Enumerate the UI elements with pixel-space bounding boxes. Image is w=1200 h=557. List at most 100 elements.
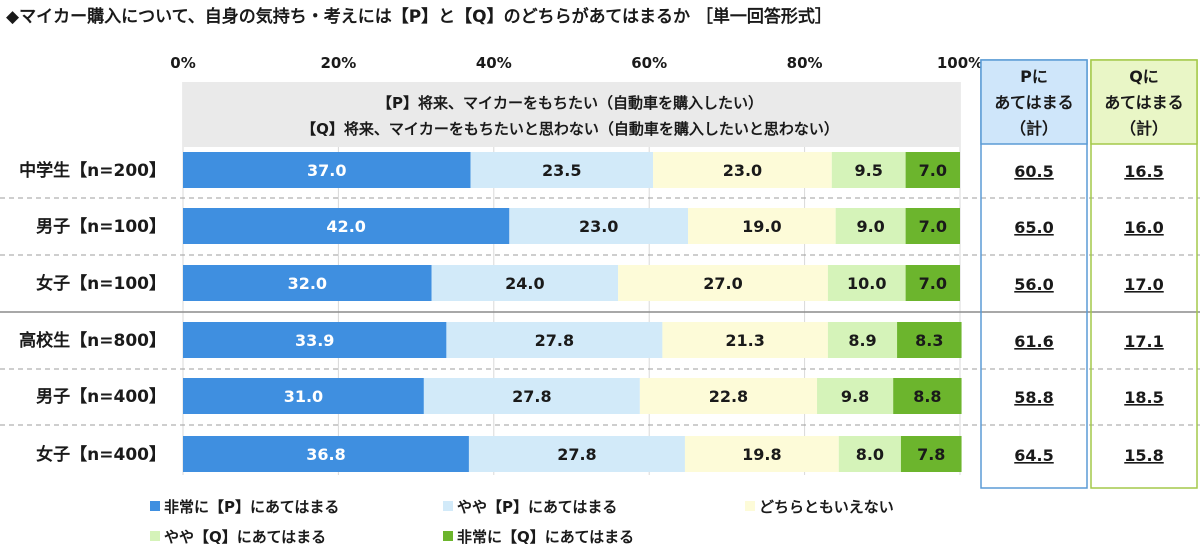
bar-value-label: 7.0 <box>919 274 947 293</box>
bar-segment <box>817 378 894 414</box>
legend-swatch <box>150 501 160 511</box>
bar-value-label: 27.8 <box>512 387 551 406</box>
x-tick-label: 100% <box>937 54 983 72</box>
legend-label: やや【Q】にあてはまる <box>164 528 326 546</box>
summary-header-text: あてはまる <box>994 93 1073 112</box>
summary-value: 17.1 <box>1124 332 1163 351</box>
summary-header-box <box>980 59 1088 145</box>
x-axis-ticks: 0% 20% 40% 60% 80% 100% <box>170 54 983 72</box>
bar-segment <box>183 265 432 301</box>
bar-value-label: 9.8 <box>841 387 869 406</box>
summary-header-text: あてはまる <box>1104 93 1183 112</box>
chart-title: ◆マイカー購入について、自身の気持ち・考えには【P】と【Q】のどちらがあてはまる… <box>6 7 832 27</box>
bar-segment <box>684 436 839 472</box>
legend: 非常に【P】にあてはまる やや【P】にあてはまる どちらともいえないやや【Q】にあて… <box>150 498 894 546</box>
bar-segment <box>183 152 471 188</box>
bar-segment <box>468 436 685 472</box>
bar-segment <box>653 152 832 188</box>
summary-value: 16.0 <box>1124 218 1163 237</box>
bar-segment <box>183 378 424 414</box>
bar-segment <box>431 265 619 301</box>
bar-segment <box>662 322 828 358</box>
category-label: 男子【n=100】 <box>36 216 166 237</box>
bar-value-label: 32.0 <box>288 274 327 293</box>
bar-segment <box>639 378 818 414</box>
bar-value-label: 19.0 <box>742 217 781 236</box>
bar-value-label: 22.8 <box>709 387 748 406</box>
bar-value-label: 23.0 <box>579 217 618 236</box>
bar-segment <box>618 265 828 301</box>
category-label: 高校生【n=800】 <box>19 330 166 351</box>
header-note-q: 【Q】将来、マイカーをもちたいと思わない（自動車を購入したいと思わない） <box>301 120 839 138</box>
bar-value-label: 8.9 <box>848 331 876 350</box>
category-label: 中学生【n=200】 <box>19 160 166 181</box>
bar-value-label: 10.0 <box>847 274 886 293</box>
bar-segment <box>183 436 469 472</box>
bar-segment <box>827 322 898 358</box>
summary-header-text: Qに <box>1129 67 1159 86</box>
bar-segment <box>831 152 906 188</box>
bar-segment <box>827 265 906 301</box>
legend-label: 非常に【P】にあてはまる <box>164 498 339 516</box>
bar-value-label: 24.0 <box>505 274 544 293</box>
summary-value: 65.0 <box>1014 218 1053 237</box>
bar-value-label: 23.0 <box>723 161 762 180</box>
bar-value-label: 23.5 <box>542 161 581 180</box>
bar-segment <box>897 322 962 358</box>
bar-value-label: 7.0 <box>919 217 947 236</box>
x-tick-label: 40% <box>476 54 512 72</box>
bar-segment <box>835 208 906 244</box>
summary-value: 16.5 <box>1124 162 1163 181</box>
bar-segment <box>509 208 689 244</box>
x-tick-label: 80% <box>787 54 823 72</box>
bar-segment <box>905 152 960 188</box>
summary-value: 15.8 <box>1124 446 1163 465</box>
header-note-p: 【P】将来、マイカーをもちたい（自動車を購入したい） <box>377 94 763 112</box>
summary-value: 56.0 <box>1014 275 1053 294</box>
bar-value-label: 31.0 <box>284 387 323 406</box>
bar-value-label: 9.0 <box>856 217 884 236</box>
bar-segment <box>905 208 960 244</box>
legend-swatch <box>150 531 160 541</box>
legend-label: やや【P】にあてはまる <box>457 498 617 516</box>
summary-value: 58.8 <box>1014 388 1053 407</box>
bar-value-label: 9.5 <box>855 161 883 180</box>
legend-swatch <box>443 531 453 541</box>
bar-segment <box>183 208 510 244</box>
category-label: 女子【n=400】 <box>36 444 166 465</box>
summary-value: 17.0 <box>1124 275 1163 294</box>
bar-value-label: 8.3 <box>915 331 943 350</box>
legend-swatch <box>443 501 453 511</box>
legend-label: 非常に【Q】にあてはまる <box>457 528 634 546</box>
bar-value-label: 7.0 <box>919 161 947 180</box>
x-tick-label: 0% <box>170 54 195 72</box>
bar-segment <box>688 208 836 244</box>
x-tick-label: 60% <box>631 54 667 72</box>
bar-value-label: 33.9 <box>295 331 334 350</box>
bar-value-label: 27.8 <box>557 445 596 464</box>
bar-value-label: 19.8 <box>742 445 781 464</box>
x-tick-label: 20% <box>320 54 356 72</box>
bar-value-label: 36.8 <box>306 445 345 464</box>
legend-swatch <box>745 501 755 511</box>
bar-segment <box>183 322 447 358</box>
bar-value-label: 8.0 <box>856 445 884 464</box>
summary-value: 18.5 <box>1124 388 1163 407</box>
category-labels: 中学生【n=200】男子【n=100】女子【n=100】高校生【n=800】男子… <box>19 160 166 465</box>
category-label: 男子【n=400】 <box>36 386 166 407</box>
bar-segment <box>905 265 960 301</box>
bar-value-label: 21.3 <box>725 331 764 350</box>
bar-segment <box>423 378 640 414</box>
summary-value: 64.5 <box>1014 446 1053 465</box>
summary-header-text: （計） <box>1010 119 1058 138</box>
bar-value-label: 27.0 <box>703 274 742 293</box>
bar-value-label: 27.8 <box>535 331 574 350</box>
row-separators <box>0 197 1200 426</box>
category-label: 女子【n=100】 <box>36 273 166 294</box>
summary-value: 60.5 <box>1014 162 1053 181</box>
bar-value-label: 7.8 <box>917 445 945 464</box>
summary-header-text: （計） <box>1120 119 1168 138</box>
legend-label: どちらともいえない <box>759 498 894 516</box>
